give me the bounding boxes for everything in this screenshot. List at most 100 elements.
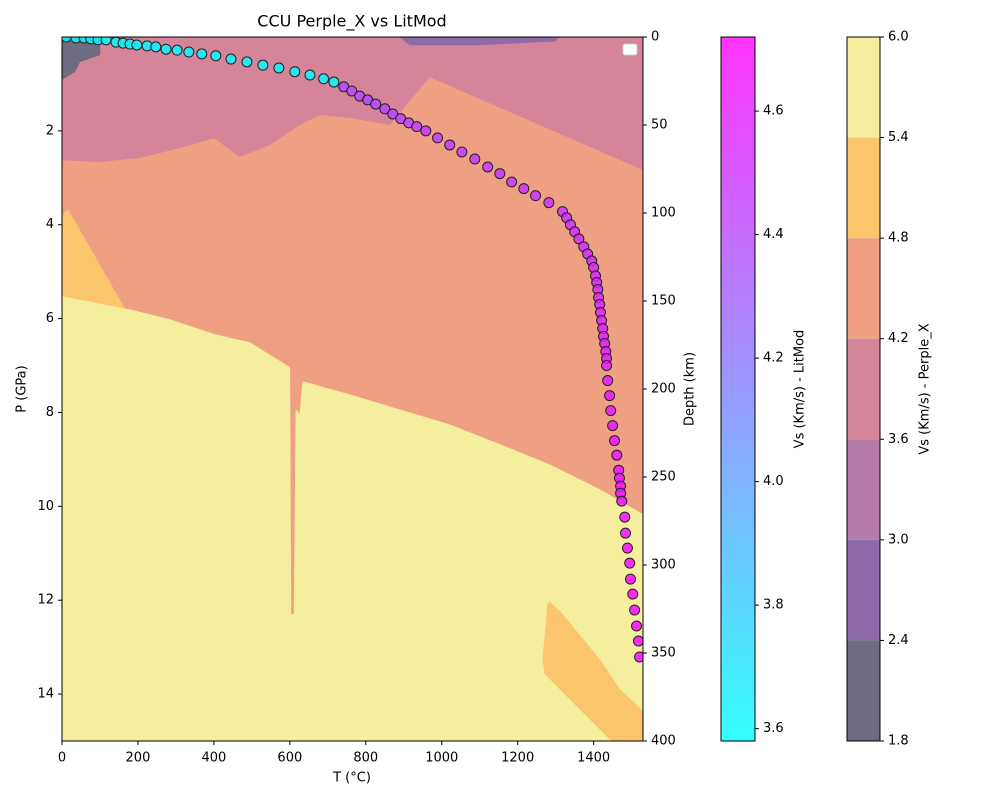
x-tick-label: 0 — [58, 751, 66, 766]
y-tick-label: 10 — [37, 499, 54, 514]
colorbar-tick-label: 4.0 — [763, 474, 784, 489]
colorbar-level — [847, 640, 880, 741]
y-tick-label: 6 — [46, 311, 54, 326]
scatter-point — [225, 53, 237, 65]
y2-tick-label: 100 — [651, 206, 676, 221]
scatter-point — [432, 132, 444, 144]
scatter-point — [62, 37, 72, 43]
scatter-point — [289, 66, 301, 78]
scatter-point — [621, 542, 633, 554]
scatter-point — [482, 161, 494, 173]
scatter-point — [196, 48, 208, 60]
colorbar-tick-label: 4.4 — [763, 227, 784, 242]
colorbar-tick-label: 6.0 — [888, 30, 909, 45]
scatter-point — [171, 44, 183, 56]
scatter-point — [444, 139, 456, 151]
scatter-point — [318, 73, 330, 85]
scatter-point — [607, 420, 619, 432]
scatter-point — [518, 183, 530, 195]
colorbar-tick-label: 4.8 — [888, 231, 909, 246]
scatter-point — [627, 588, 639, 600]
colorbar-tick-label: 4.6 — [763, 104, 784, 119]
y2-tick-label: 350 — [651, 646, 676, 661]
contour-region — [399, 37, 561, 46]
scatter-point — [602, 375, 614, 387]
scatter-point — [150, 41, 162, 53]
colorbar-tick-label: 4.2 — [763, 351, 784, 366]
scatter-point — [605, 405, 617, 417]
scatter-point — [257, 59, 269, 71]
scatter-point — [631, 620, 643, 632]
colorbar-label: Vs (Km/s) - LitMod — [793, 330, 808, 449]
colorbar-level — [847, 439, 880, 540]
y2-tick-label: 300 — [651, 558, 676, 573]
scatter-point — [620, 527, 632, 539]
y-tick-label: 12 — [37, 593, 54, 608]
x-tick-label: 600 — [277, 751, 302, 766]
scatter-point — [304, 69, 316, 81]
colorbar-tick-label: 2.4 — [888, 633, 909, 648]
plot-area — [62, 37, 643, 741]
chart-title: CCU Perple_X vs LitMod — [257, 12, 446, 32]
y-tick-label: 8 — [46, 405, 54, 420]
scatter-point — [387, 108, 399, 120]
colorbar-tick-label: 3.6 — [763, 721, 784, 736]
scatter-point — [183, 46, 195, 58]
scatter-point — [241, 56, 253, 68]
scatter-point — [632, 635, 643, 647]
y2-tick-label: 200 — [651, 382, 676, 397]
scatter-point — [634, 651, 643, 663]
scatter-point — [346, 85, 358, 97]
x-tick-label: 800 — [353, 751, 378, 766]
x-tick-label: 1200 — [501, 751, 534, 766]
y-axis-label: P (GPa) — [15, 365, 30, 412]
colorbar — [721, 37, 755, 741]
scatter-point — [601, 360, 613, 372]
scatter-point — [370, 98, 382, 110]
y-tick-label: 2 — [46, 123, 54, 138]
y2-tick-label: 50 — [651, 118, 668, 133]
y-tick-label: 14 — [37, 687, 54, 702]
colorbar-tick-label: 3.6 — [888, 432, 909, 447]
colorbar-tick-label: 4.2 — [888, 331, 909, 346]
scatter-point — [530, 190, 542, 202]
scatter-point — [624, 573, 636, 585]
scatter-point — [616, 495, 628, 507]
colorbar-level — [847, 338, 880, 440]
scatter-point — [456, 146, 468, 158]
y2-tick-label: 400 — [651, 734, 676, 749]
x-tick-label: 200 — [126, 751, 151, 766]
scatter-point — [604, 390, 616, 402]
y2-tick-label: 150 — [651, 294, 676, 309]
scatter-point — [273, 62, 285, 74]
scatter-point — [100, 37, 112, 46]
scatter-point — [609, 435, 621, 447]
scatter-point — [411, 121, 423, 133]
colorbar-frame — [720, 36, 756, 742]
colorbar-tick-label: 5.4 — [888, 130, 909, 145]
scatter-point — [328, 76, 340, 88]
colorbar-level — [847, 539, 880, 641]
legend-box — [622, 43, 638, 56]
scatter-point — [573, 233, 585, 245]
colorbar-frame — [846, 36, 881, 742]
colorbar-tick-label: 3.0 — [888, 532, 909, 547]
contour-region — [62, 296, 643, 741]
x-axis-label: T (°C) — [332, 771, 371, 786]
y2-tick-label: 250 — [651, 470, 676, 485]
scatter-point — [469, 153, 481, 165]
colorbar-level — [847, 37, 880, 138]
scatter-point — [131, 39, 143, 51]
contour-region — [62, 37, 101, 81]
colorbar-tick-label: 3.8 — [763, 598, 784, 613]
scatter-point — [210, 50, 222, 62]
y2-axis-label: Depth (km) — [683, 352, 698, 426]
scatter-point — [494, 168, 506, 180]
colorbar-label: Vs (Km/s) - Perple_X — [918, 323, 933, 454]
scatter-point — [420, 125, 432, 137]
x-tick-label: 1400 — [577, 751, 610, 766]
colorbar-tick-label: 1.8 — [888, 734, 909, 749]
colorbar-level — [847, 238, 880, 339]
scatter-point — [624, 557, 636, 569]
